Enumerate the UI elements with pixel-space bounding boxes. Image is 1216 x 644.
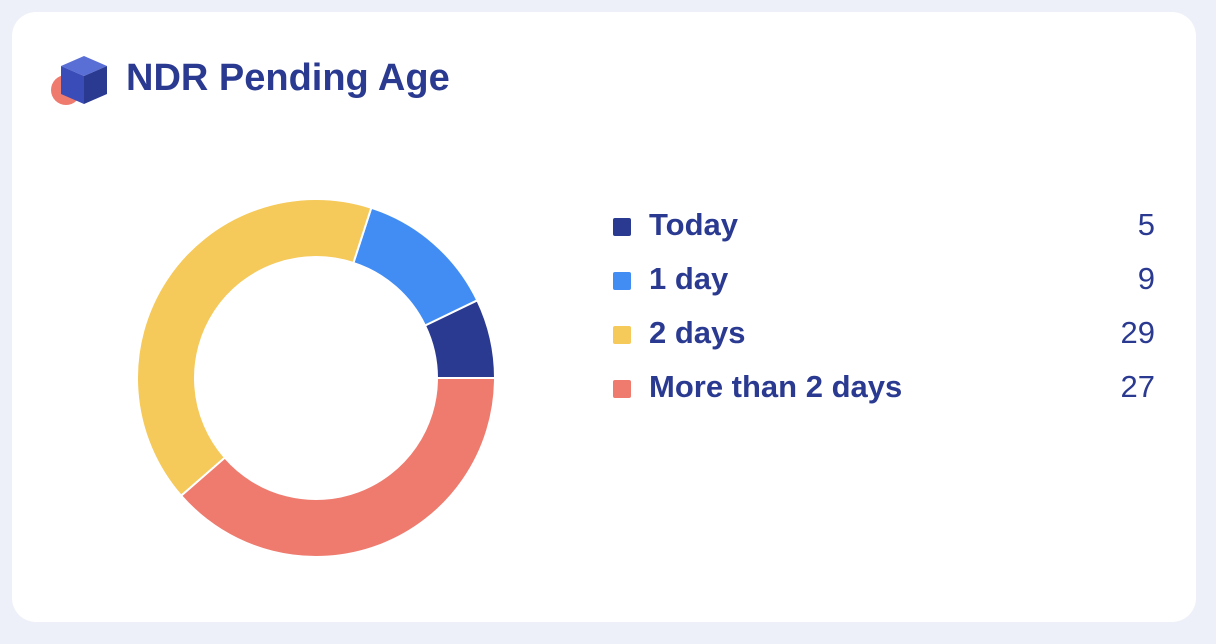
legend-label: More than 2 days — [649, 369, 902, 404]
legend-swatch — [613, 218, 631, 236]
legend-value: 5 — [1138, 207, 1155, 242]
legend-swatch — [613, 272, 631, 290]
legend-swatch — [613, 380, 631, 398]
title-icon — [51, 56, 107, 105]
legend-value: 9 — [1138, 261, 1155, 296]
donut-segment — [179, 377, 497, 558]
legend-value: 29 — [1121, 315, 1155, 350]
donut-segment — [136, 198, 373, 498]
legend-label: 1 day — [649, 261, 729, 296]
legend-value: 27 — [1121, 369, 1155, 404]
legend-swatch — [613, 326, 631, 344]
card — [12, 12, 1196, 622]
legend-label: Today — [649, 207, 739, 242]
legend-label: 2 days — [649, 315, 746, 350]
chart-title: NDR Pending Age — [126, 57, 450, 99]
